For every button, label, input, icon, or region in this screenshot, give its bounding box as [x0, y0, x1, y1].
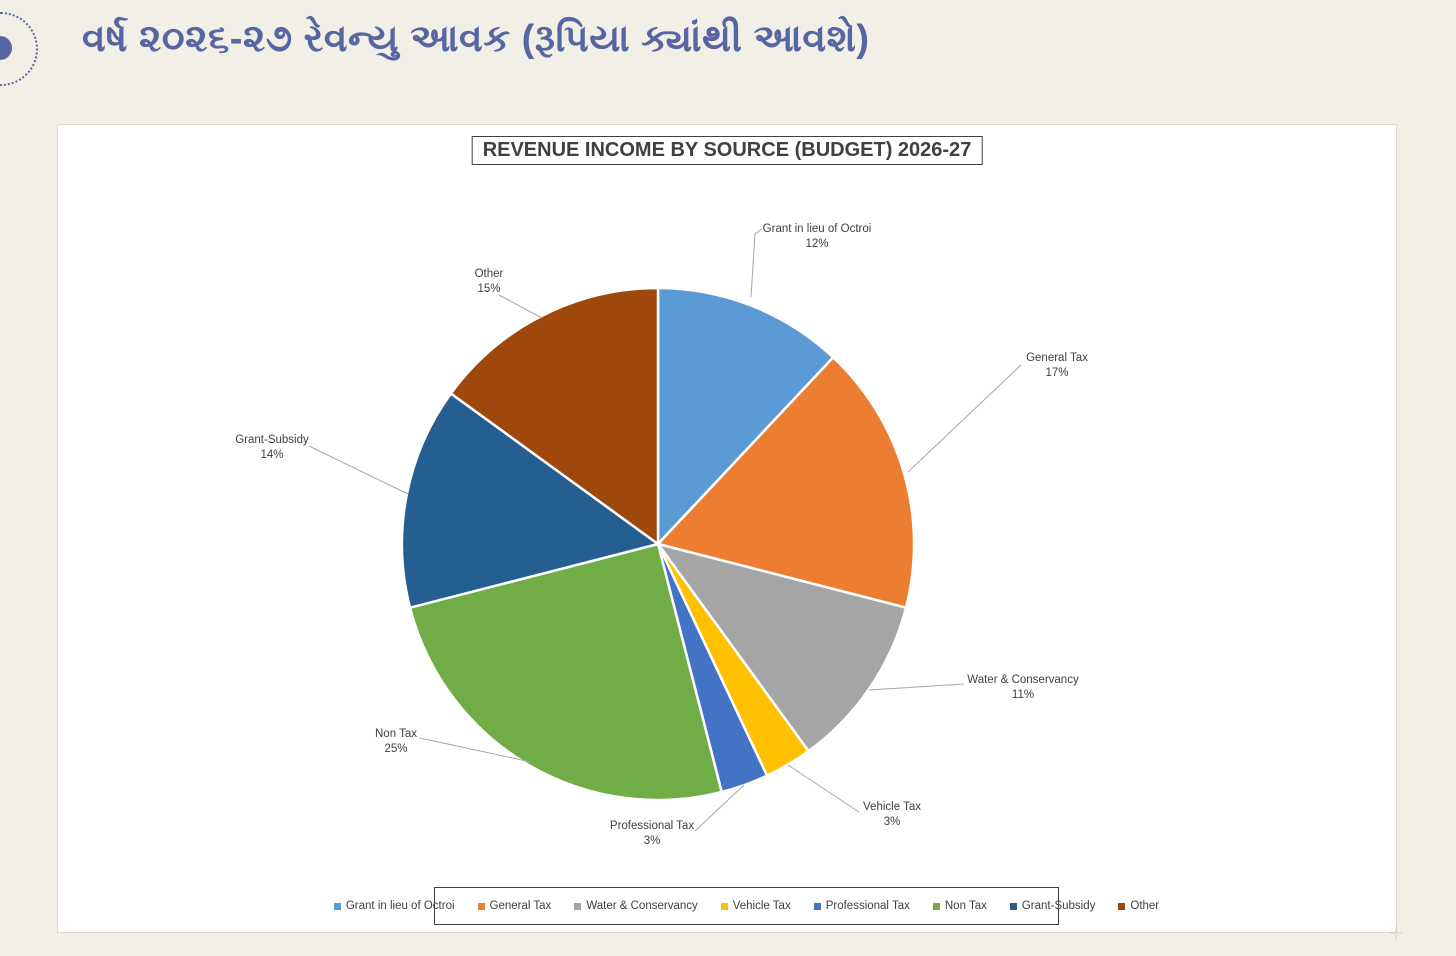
chart-resize-handle	[1390, 927, 1402, 939]
leader-line	[907, 364, 1022, 473]
slice-label-name: Other	[475, 268, 504, 280]
legend-label: General Tax	[489, 900, 552, 912]
pie-slice-other	[449, 286, 660, 546]
slice-label-percent: 14%	[260, 449, 283, 461]
leader-line	[868, 683, 965, 691]
legend-marker-icon	[574, 902, 582, 910]
legend-marker-icon	[1118, 902, 1126, 910]
slice-label-percent: 15%	[477, 283, 500, 295]
leader-line	[694, 784, 745, 832]
legend-item-general-tax: General Tax	[477, 900, 552, 912]
leader-line	[787, 764, 860, 813]
legend-item-grant-in-lieu-of-octroi: Grant in lieu of Octroi	[333, 900, 455, 912]
slice-label-percent: 12%	[805, 238, 828, 250]
page-title: વર્ષ ૨૦૨૬-૨૭ રેવન્યુ આવક (રૂપિયા ક્યાંથી…	[82, 18, 870, 60]
slice-label-percent: 17%	[1045, 367, 1068, 379]
chart-title: REVENUE INCOME BY SOURCE (BUDGET) 2026-2…	[471, 136, 983, 165]
leader-line	[308, 445, 409, 495]
decorative-dot	[0, 36, 12, 60]
pie-slice-water-conservancy	[656, 542, 908, 753]
slice-label-name: Grant in lieu of Octroi	[763, 223, 872, 235]
legend-item-other: Other	[1118, 900, 1159, 912]
legend-label: Water & Conservancy	[586, 900, 698, 912]
legend-item-non-tax: Non Tax	[932, 900, 987, 912]
legend-label: Professional Tax	[825, 900, 910, 912]
legend-marker-icon	[932, 902, 940, 910]
pie-slice-grant-subsidy	[400, 392, 660, 609]
legend-marker-icon	[477, 902, 485, 910]
legend-marker-icon	[813, 902, 821, 910]
chart-legend: Grant in lieu of Octroi General Tax Water …	[333, 887, 1159, 925]
legend-item-vehicle-tax: Vehicle Tax	[720, 900, 791, 912]
slice-label-percent: 11%	[1012, 689, 1034, 701]
leader-line	[498, 294, 543, 319]
legend-label: Other	[1130, 900, 1160, 912]
slice-label-name: Non Tax	[375, 728, 417, 740]
chart-panel: Grant in lieu of Octroi 12% General Tax 17%…	[57, 124, 1402, 939]
slice-label-name: Vehicle Tax	[863, 801, 921, 813]
legend-item-professional-tax: Professional Tax	[813, 900, 910, 912]
leader-line	[419, 737, 532, 763]
slice-label-name: Water & Conservancy	[967, 674, 1079, 686]
pie-slice-general-tax	[656, 356, 916, 609]
legend-label: Grant-Subsidy	[1021, 900, 1096, 912]
slice-label-name: Grant-Subsidy	[235, 434, 309, 446]
slice-label-name: Professional Tax	[610, 820, 694, 832]
pie-slice-grant-in-lieu-of-octroi	[656, 286, 835, 546]
slice-label-percent: 3%	[644, 835, 661, 847]
legend-label: Grant in lieu of Octroi	[345, 900, 455, 912]
legend-label: Vehicle Tax	[732, 900, 791, 912]
slice-label-percent: 3%	[884, 816, 901, 828]
legend-label: Non Tax	[944, 900, 987, 912]
legend-marker-icon	[333, 902, 341, 910]
legend-marker-icon	[720, 902, 728, 910]
pie-slice-non-tax	[408, 542, 723, 802]
slice-label-name: General Tax	[1026, 352, 1088, 364]
slice-label-percent: 25%	[384, 743, 407, 755]
legend-marker-icon	[1009, 902, 1017, 910]
legend-item-grant-subsidy: Grant-Subsidy	[1009, 900, 1096, 912]
leader-line	[750, 228, 763, 298]
legend-item-water-conservancy: Water & Conservancy	[574, 900, 698, 912]
pie-chart: Grant in lieu of Octroi 12% General Tax 17%…	[235, 223, 1088, 847]
